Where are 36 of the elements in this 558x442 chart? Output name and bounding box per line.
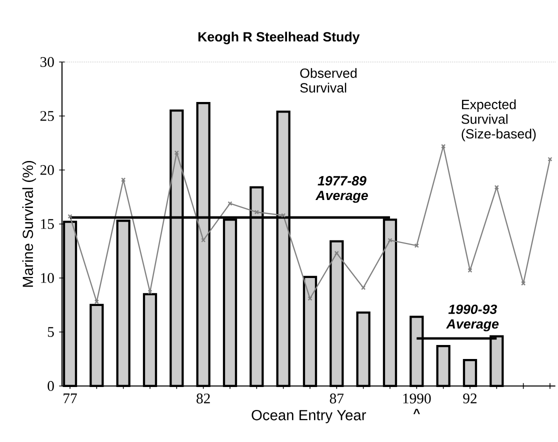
chart-title: Keogh R Steelhead Study (198, 32, 360, 44)
point (281, 213, 286, 218)
series-label: Observed Survival (300, 68, 357, 93)
point (308, 296, 312, 301)
point (228, 201, 232, 206)
y-tick-label: 15 (41, 219, 54, 229)
x-tick-label: 92 (463, 394, 477, 404)
y-tick-label: 5 (48, 327, 54, 337)
point (494, 184, 499, 190)
x-axis-title: Ocean Entry Year (252, 410, 366, 424)
series-label: 1977-89 Average (315, 176, 368, 203)
point (148, 290, 152, 294)
y-axis-title: Marine Survival (%) (22, 160, 36, 287)
point (254, 210, 259, 214)
point (441, 144, 446, 149)
point (334, 250, 339, 256)
point (174, 150, 179, 156)
point (468, 268, 472, 273)
point (121, 177, 126, 182)
point (521, 281, 526, 286)
y-tick-label: 30 (40, 57, 54, 67)
point (201, 238, 206, 242)
text: ^ (413, 408, 420, 414)
x-tick-label: 87 (330, 394, 344, 404)
y-tick-label: 20 (40, 165, 54, 175)
point (94, 299, 99, 304)
y-tick-label: 0 (48, 381, 54, 391)
y-tick-label: 25 (40, 111, 54, 121)
x-tick-label: 82 (196, 394, 210, 404)
point (388, 238, 392, 242)
x-tick-label: 77 (64, 394, 77, 404)
point (414, 243, 419, 248)
series-label: Expected Survival (Size-based) (462, 99, 536, 142)
series-label: 1990-93 Average (446, 304, 499, 332)
x-tick-label: 1990 (403, 394, 431, 404)
y-tick-label: 10 (41, 273, 54, 283)
